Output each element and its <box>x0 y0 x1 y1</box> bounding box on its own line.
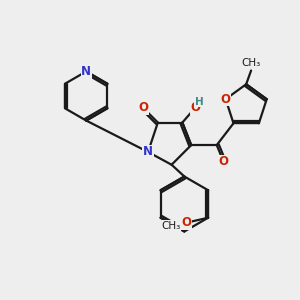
Text: CH₃: CH₃ <box>242 58 261 68</box>
Text: O: O <box>182 216 192 229</box>
Text: N: N <box>143 146 153 158</box>
Text: O: O <box>220 93 231 106</box>
Text: N: N <box>81 65 91 78</box>
Text: O: O <box>190 101 200 114</box>
Text: O: O <box>138 101 148 114</box>
Text: H: H <box>195 97 203 107</box>
Text: O: O <box>219 155 229 168</box>
Text: CH₃: CH₃ <box>161 220 181 231</box>
